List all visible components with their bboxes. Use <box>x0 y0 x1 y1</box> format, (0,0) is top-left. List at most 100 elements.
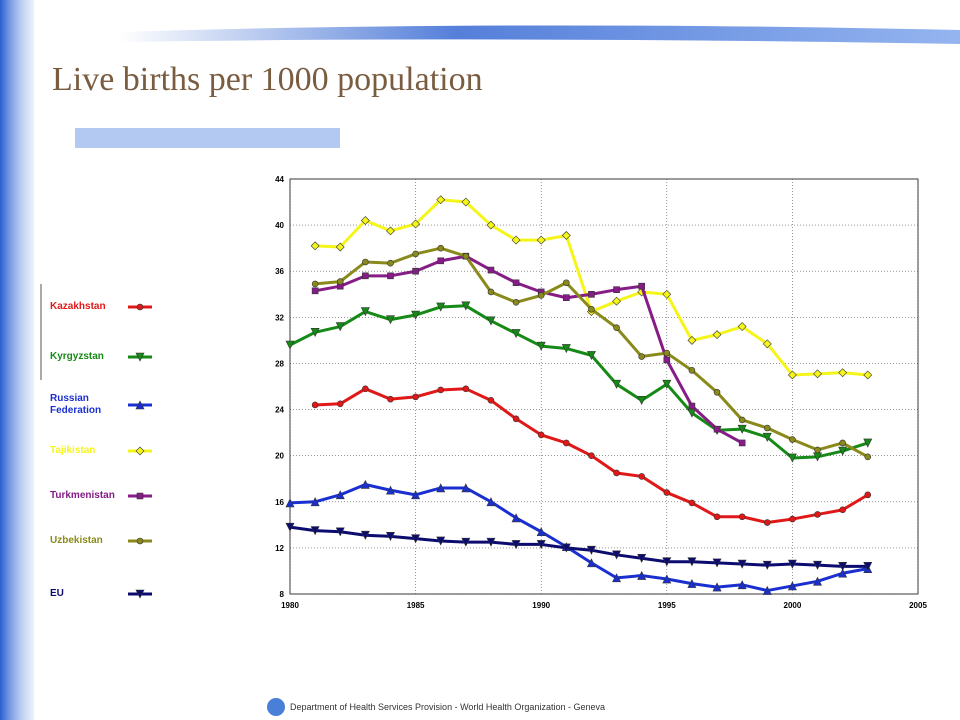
y-tick-label: 40 <box>275 221 284 230</box>
marker <box>461 537 471 547</box>
marker <box>687 557 697 567</box>
marker <box>436 536 446 546</box>
marker <box>763 424 771 432</box>
y-tick-label: 12 <box>275 544 284 553</box>
series-line <box>289 525 868 568</box>
y-tick-label: 44 <box>275 175 284 184</box>
marker <box>864 491 872 499</box>
legend-marker <box>135 589 145 599</box>
marker <box>310 328 320 337</box>
legend-label: Kyrgyzstan <box>50 351 104 362</box>
marker <box>536 540 546 550</box>
marker <box>613 286 620 293</box>
series-line <box>289 482 869 593</box>
marker <box>512 279 520 287</box>
marker <box>612 379 622 389</box>
marker <box>537 431 545 439</box>
marker <box>814 511 821 518</box>
marker <box>486 316 496 326</box>
marker <box>563 294 570 302</box>
legend-marker <box>135 446 145 456</box>
marker <box>864 453 872 461</box>
marker <box>588 290 595 298</box>
marker <box>285 498 295 508</box>
marker <box>586 351 596 361</box>
x-tick-label: 1980 <box>281 601 299 610</box>
legend-label: Russian Federation <box>50 393 102 416</box>
marker <box>462 385 470 393</box>
marker <box>613 469 620 477</box>
marker <box>511 513 521 523</box>
marker <box>839 506 846 514</box>
marker <box>487 266 495 274</box>
series-line <box>315 198 868 377</box>
marker <box>738 416 746 424</box>
marker <box>511 540 521 550</box>
top-brush <box>120 25 960 44</box>
marker <box>536 341 546 351</box>
marker <box>838 568 848 578</box>
marker <box>787 370 797 380</box>
marker <box>360 530 370 540</box>
marker <box>612 573 622 583</box>
marker <box>411 490 421 500</box>
marker <box>561 543 571 553</box>
marker <box>411 534 421 544</box>
marker <box>638 353 645 360</box>
marker <box>612 550 622 560</box>
marker <box>738 513 746 521</box>
marker <box>387 259 394 267</box>
marker <box>362 258 369 266</box>
marker <box>762 339 772 349</box>
marker <box>787 581 797 591</box>
marker <box>412 267 419 275</box>
y-tick-label: 36 <box>275 267 284 276</box>
marker <box>863 562 873 572</box>
legend-label: Turkmenistan <box>50 490 115 501</box>
y-tick-label: 28 <box>275 359 284 368</box>
marker <box>385 485 395 495</box>
marker <box>360 216 370 225</box>
marker <box>536 527 546 537</box>
x-tick-label: 2000 <box>784 601 802 610</box>
marker <box>813 369 822 379</box>
marker <box>688 499 696 507</box>
legend-marker <box>136 303 144 311</box>
y-tick-label: 24 <box>275 406 284 415</box>
marker <box>762 560 772 570</box>
footer: Department of Health Services Provision … <box>290 702 605 712</box>
marker <box>311 401 319 409</box>
marker <box>787 559 797 569</box>
marker <box>787 453 797 463</box>
marker <box>637 570 647 580</box>
marker <box>436 483 446 493</box>
x-tick-label: 1995 <box>658 601 676 610</box>
marker <box>713 425 721 433</box>
marker <box>486 497 496 507</box>
marker <box>838 368 848 378</box>
marker <box>512 415 520 423</box>
marker <box>663 356 671 364</box>
marker <box>436 195 446 205</box>
marker <box>486 220 496 230</box>
marker <box>838 446 848 456</box>
marker <box>813 560 823 570</box>
marker <box>613 324 620 332</box>
marker <box>663 489 671 496</box>
legend-marker <box>136 537 144 545</box>
marker <box>487 288 495 296</box>
marker <box>687 578 697 588</box>
marker <box>511 329 521 339</box>
marker <box>310 526 320 536</box>
series-line <box>289 304 869 460</box>
marker <box>839 439 846 447</box>
marker <box>411 219 421 229</box>
marker <box>662 574 672 584</box>
marker <box>511 235 521 245</box>
marker <box>662 289 672 299</box>
marker <box>437 386 445 394</box>
legend-label: Kazakhstan <box>50 301 106 312</box>
marker <box>536 235 546 245</box>
marker <box>737 580 747 590</box>
marker <box>838 562 848 572</box>
